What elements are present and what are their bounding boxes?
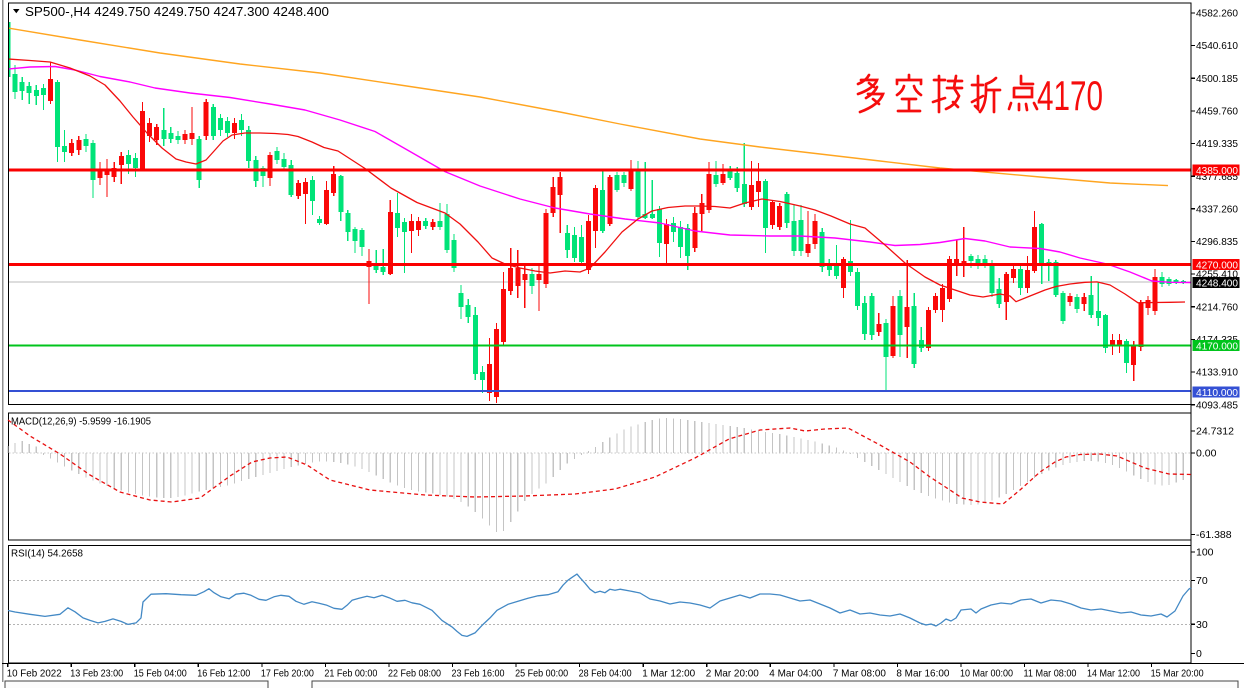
svg-text:4419.335: 4419.335	[1196, 138, 1238, 150]
svg-text:23 Feb 16:00: 23 Feb 16:00	[452, 668, 505, 680]
svg-text:2 Mar 20:00: 2 Mar 20:00	[706, 668, 759, 680]
svg-text:0: 0	[1196, 648, 1202, 660]
svg-text:30: 30	[1196, 619, 1208, 631]
svg-text:4459.760: 4459.760	[1196, 106, 1238, 118]
svg-text:4248.400: 4248.400	[1196, 277, 1238, 289]
svg-text:4214.760: 4214.760	[1196, 301, 1238, 313]
svg-text:-61.388: -61.388	[1196, 529, 1232, 541]
svg-text:4 Mar 04:00: 4 Mar 04:00	[769, 668, 822, 680]
svg-text:15 Mar 20:00: 15 Mar 20:00	[1151, 668, 1204, 680]
svg-text:SP500-,H4 4249.750 4249.750 4: SP500-,H4 4249.750 4249.750 4247.300 424…	[25, 5, 329, 19]
svg-text:4170: 4170	[1037, 72, 1103, 119]
svg-text:4170.000: 4170.000	[1196, 340, 1238, 352]
svg-text:11 Mar 08:00: 11 Mar 08:00	[1024, 668, 1077, 680]
svg-text:70: 70	[1196, 575, 1208, 587]
svg-text:22 Feb 08:00: 22 Feb 08:00	[388, 668, 441, 680]
svg-text:MACD(12,26,9) -5.9599 -16.1905: MACD(12,26,9) -5.9599 -16.1905	[11, 416, 151, 428]
svg-text:4270.000: 4270.000	[1196, 259, 1238, 271]
svg-text:8 Mar 16:00: 8 Mar 16:00	[896, 668, 949, 680]
svg-text:25 Feb 00:00: 25 Feb 00:00	[515, 668, 568, 680]
svg-text:RSI(14) 54.2658: RSI(14) 54.2658	[11, 548, 83, 560]
svg-text:4296.835: 4296.835	[1196, 236, 1238, 248]
svg-text:17 Feb 20:00: 17 Feb 20:00	[261, 668, 314, 680]
svg-text:24.7312: 24.7312	[1196, 426, 1234, 438]
svg-text:0.00: 0.00	[1196, 448, 1217, 460]
svg-text:4500.185: 4500.185	[1196, 73, 1238, 85]
svg-text:100: 100	[1196, 547, 1214, 559]
svg-text:10 Feb 2022: 10 Feb 2022	[7, 668, 62, 680]
svg-text:15 Feb 04:00: 15 Feb 04:00	[134, 668, 187, 680]
svg-text:4385.000: 4385.000	[1196, 165, 1238, 177]
svg-text:10 Mar 00:00: 10 Mar 00:00	[960, 668, 1013, 680]
svg-text:13 Feb 23:00: 13 Feb 23:00	[70, 668, 123, 680]
svg-text:4093.485: 4093.485	[1196, 399, 1238, 411]
svg-text:4582.260: 4582.260	[1196, 8, 1238, 20]
svg-text:7 Mar 08:00: 7 Mar 08:00	[833, 668, 886, 680]
svg-text:4110.000: 4110.000	[1196, 387, 1238, 399]
svg-text:4540.610: 4540.610	[1196, 40, 1238, 52]
svg-text:4133.910: 4133.910	[1196, 367, 1238, 379]
svg-text:21 Feb 00:00: 21 Feb 00:00	[324, 668, 377, 680]
svg-text:14 Mar 12:00: 14 Mar 12:00	[1087, 668, 1140, 680]
svg-text:1 Mar 12:00: 1 Mar 12:00	[642, 668, 695, 680]
svg-text:28 Feb 04:00: 28 Feb 04:00	[579, 668, 632, 680]
svg-text:16 Feb 12:00: 16 Feb 12:00	[197, 668, 250, 680]
svg-text:4337.260: 4337.260	[1196, 203, 1238, 215]
